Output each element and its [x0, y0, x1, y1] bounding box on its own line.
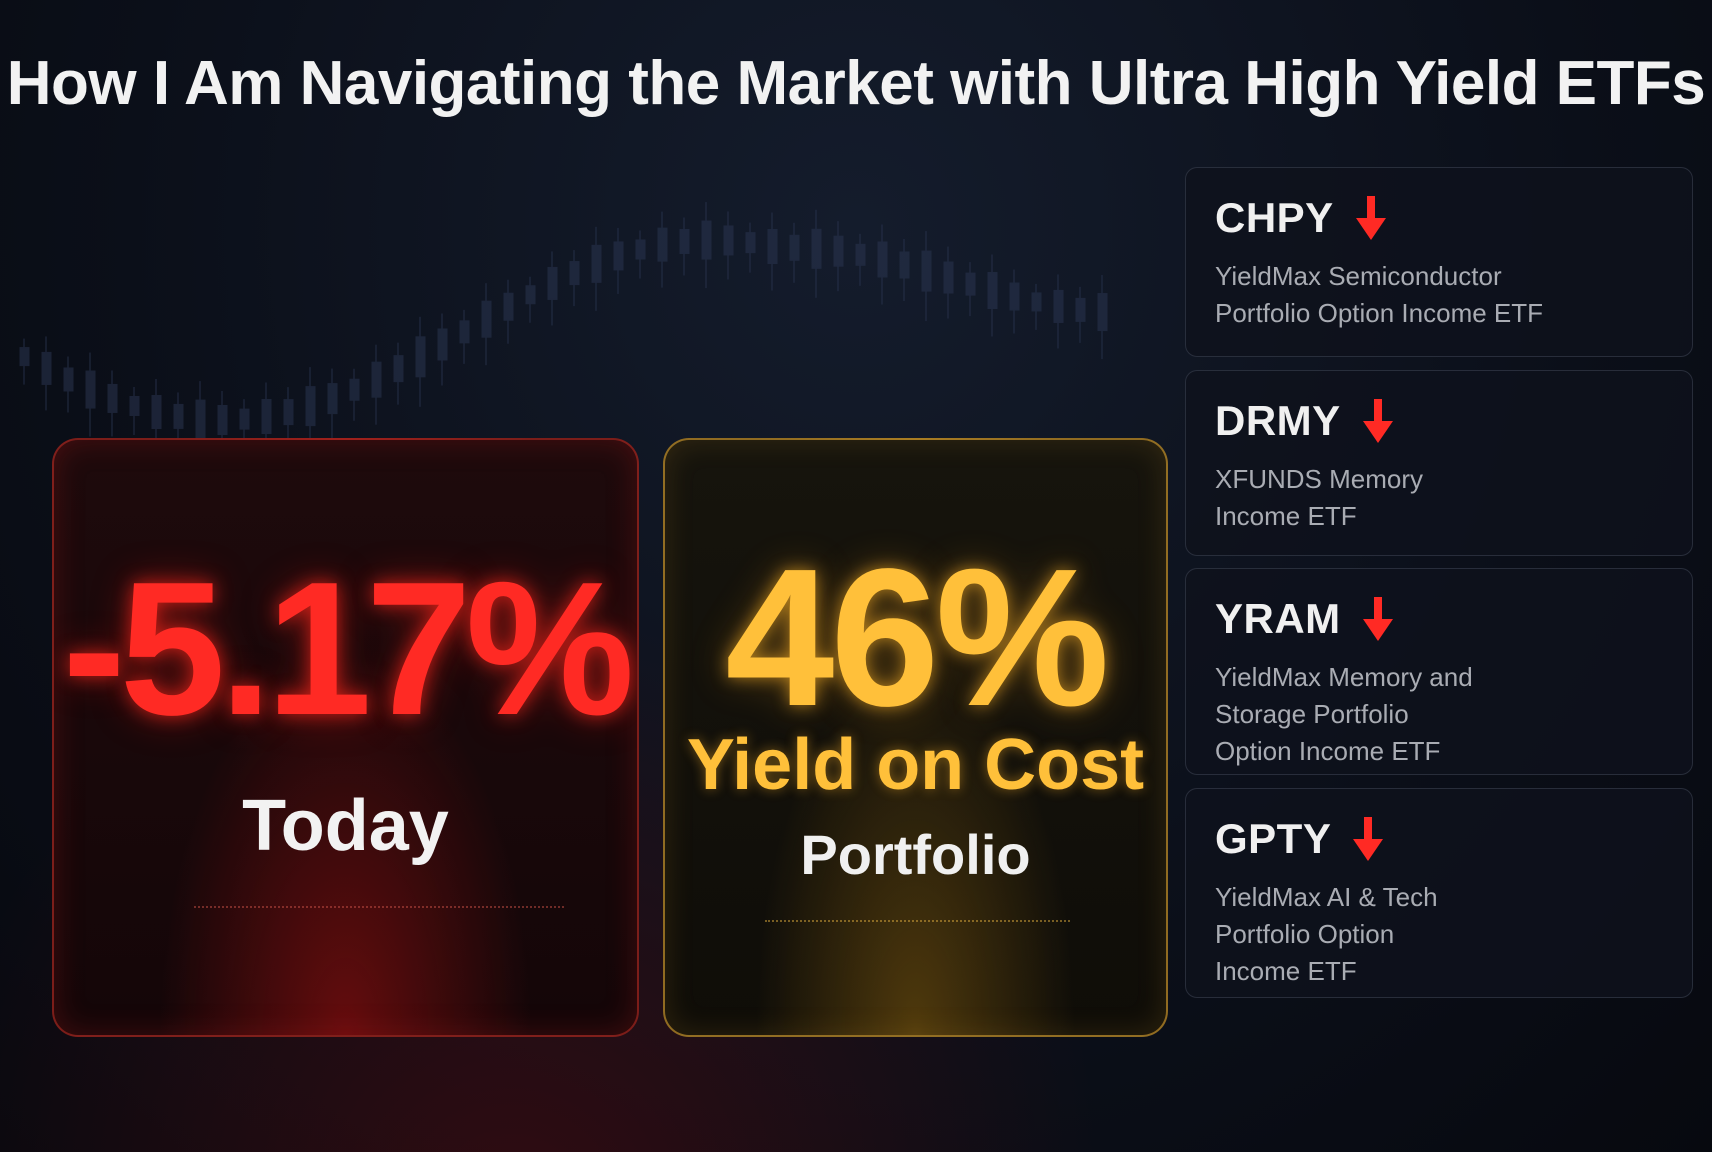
background-candle-body [481, 300, 492, 338]
background-candle-body [899, 251, 910, 279]
background-candle-body [151, 395, 162, 430]
etf-description: XFUNDS Memory Income ETF [1215, 464, 1424, 531]
background-candle-body [855, 243, 866, 266]
background-candle-body [261, 398, 272, 434]
arrow-down-icon [1362, 399, 1393, 443]
background-candle-body [19, 347, 30, 367]
arrow-down-icon [1353, 817, 1384, 861]
background-candle-body [349, 378, 360, 401]
etf-description: YieldMax AI & Tech Portfolio Option Inco… [1215, 882, 1438, 986]
background-candle-body [371, 361, 382, 398]
etf-ticker: CHPY [1215, 194, 1334, 241]
background-candle-body [41, 351, 52, 385]
background-candle-body [943, 261, 954, 294]
today-change-card: -5.17% Today [52, 438, 639, 1037]
background-candle-body [217, 404, 228, 435]
background-candle-body [1031, 292, 1042, 312]
arrow-down-icon [1362, 597, 1393, 641]
background-candle-body [701, 220, 712, 260]
background-candle-body [811, 228, 822, 269]
background-candle-body [789, 234, 800, 261]
background-candle-body [327, 383, 338, 415]
background-candle-body [1053, 289, 1064, 323]
background-candle-body [85, 370, 96, 409]
background-candle-body [877, 241, 888, 278]
background-candle-body [129, 395, 140, 416]
background-candle-body [591, 244, 602, 283]
background-candle-body [921, 250, 932, 292]
background-candle-body [63, 367, 74, 392]
background-candle-body [305, 386, 316, 427]
background-candle-body [1097, 293, 1108, 332]
background-candle-body [525, 285, 536, 305]
background-candle-body [239, 408, 250, 430]
background-candle-body [635, 239, 646, 260]
etf-description: YieldMax Memory and Storage Portfolio Op… [1215, 662, 1473, 766]
arrow-down-icon [1355, 196, 1386, 240]
background-candle-body [195, 399, 206, 439]
background-candle-body [415, 336, 426, 378]
divider [765, 920, 1070, 922]
background-candle-body [107, 383, 118, 413]
etf-description: YieldMax Semiconductor Portfolio Option … [1215, 261, 1544, 328]
etf-ticker: YRAM [1215, 595, 1341, 642]
page-title: How I Am Navigating the Market with Ultr… [6, 49, 1706, 118]
background-candle-body [173, 403, 184, 429]
background-candle-body [547, 266, 558, 300]
background-candle-body [613, 241, 624, 271]
background-candle-body [459, 320, 470, 344]
background-candle-body [965, 272, 976, 296]
background-candle-body [569, 261, 580, 286]
background-candle-body [503, 292, 514, 321]
yield-value: 46% [725, 528, 1109, 747]
divider [194, 906, 564, 908]
background-candle-body [283, 399, 294, 426]
background-candle-body [1009, 282, 1020, 311]
background-candle-body [657, 227, 668, 262]
yield-on-cost-card: 46% Yield on Cost Portfolio [663, 438, 1168, 1037]
etf-ticker: DRMY [1215, 397, 1341, 444]
etf-card-drmy: DRMY XFUNDS Memory Income ETF [1185, 370, 1693, 556]
today-change-label: Today [242, 786, 449, 866]
etf-card-gpty: GPTY YieldMax AI & Tech Portfolio Option… [1185, 788, 1693, 998]
background-candle-body [723, 225, 734, 256]
today-change-value: -5.17% [62, 543, 634, 755]
background-candle-body [437, 328, 448, 361]
background-candle-body [679, 228, 690, 254]
background-candle-body [833, 235, 844, 267]
background-candle-body [767, 229, 778, 265]
background-candle-body [1075, 297, 1086, 322]
etf-card-chpy: CHPY YieldMax Semiconductor Portfolio Op… [1185, 167, 1693, 357]
etf-card-yram: YRAM YieldMax Memory and Storage Portfol… [1185, 568, 1693, 775]
yield-sublabel: Portfolio [800, 823, 1031, 886]
etf-ticker: GPTY [1215, 815, 1332, 862]
background-candle-body [745, 232, 756, 254]
background-candle-body [393, 355, 404, 383]
yield-label: Yield on Cost [686, 725, 1145, 805]
background-candle-body [987, 272, 998, 310]
